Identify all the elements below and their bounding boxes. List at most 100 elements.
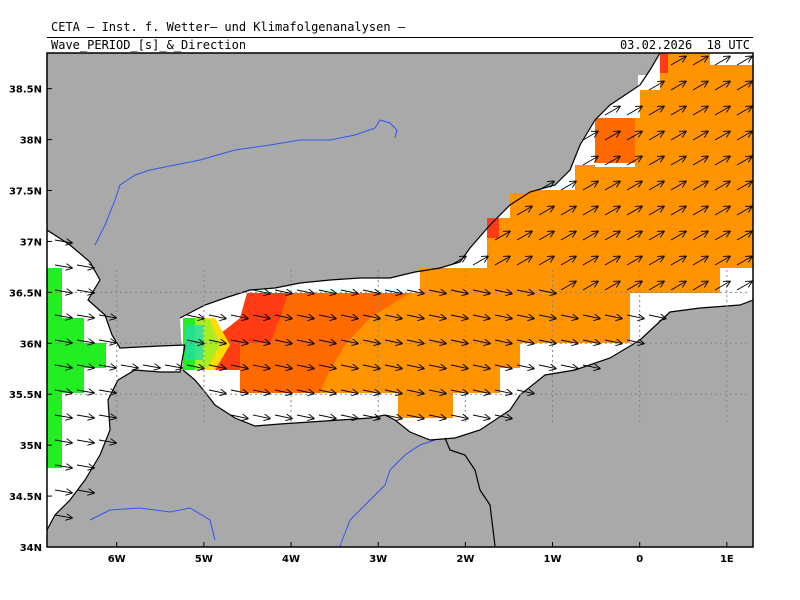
wave-arrow-149 (494, 340, 513, 344)
wave-arrow-198 (516, 390, 535, 394)
wave-arrow-17 (604, 131, 621, 141)
wave-arrow-160 (142, 365, 161, 368)
wave-arrow-82 (54, 290, 73, 293)
wave-arrow-219 (76, 465, 95, 468)
wave-arrow-47 (626, 206, 643, 216)
wave-arrow-14 (714, 106, 731, 116)
wave-arrow-197 (494, 390, 513, 394)
wave-arrow-211 (428, 415, 447, 419)
wave-arrow-174 (450, 365, 469, 369)
wave-arrow-121 (428, 315, 447, 319)
wave-arrow-117 (340, 315, 359, 319)
wave-arrow-5 (670, 81, 687, 91)
institution-title: CETA – Inst. f. Wetter– und Klimafolgena… (51, 20, 406, 34)
wave-arrow-184 (208, 390, 227, 394)
wave-arrow-95 (494, 290, 513, 294)
wave-arrow-171 (384, 365, 403, 369)
wave-arrow-73 (560, 256, 577, 266)
wave-arrow-164 (230, 365, 249, 369)
wave-arrow-90 (384, 290, 403, 294)
wave-arrow-34 (582, 181, 599, 191)
wave-arrow-80 (714, 256, 731, 266)
wave-arrow-175 (472, 365, 491, 369)
wave-arrow-39 (692, 181, 709, 191)
wave-arrow-30 (714, 156, 731, 166)
wave-arrow-221 (76, 490, 95, 493)
wave-arrow-83 (76, 290, 95, 293)
wave-arrow-207 (340, 415, 359, 419)
wave-arrow-21 (692, 131, 709, 141)
wave-arrow-52 (736, 206, 753, 216)
wave-arrow-199 (54, 415, 73, 418)
wave-arrow-45 (582, 206, 599, 216)
wave-arrow-85 (274, 290, 293, 294)
wave-arrow-172 (406, 365, 425, 369)
wave-arrow-53 (54, 240, 73, 243)
wave-arrow-62 (670, 231, 687, 241)
lat-label-7: 35N (20, 441, 42, 452)
wave-arrow-99 (582, 281, 599, 291)
wave-arrow-63 (692, 231, 709, 241)
wave-arrow-185 (230, 390, 249, 394)
wave-arrow-150 (516, 340, 535, 344)
wave-arrow-61 (648, 231, 665, 241)
lat-label-6: 35.5N (9, 390, 42, 401)
wave-arrow-142 (340, 340, 359, 344)
wave-arrow-115 (296, 315, 315, 319)
wave-arrow-3 (736, 56, 753, 66)
wave-arrow-9 (604, 106, 621, 116)
wave-arrow-124 (494, 315, 513, 319)
wave-arrow-139 (274, 340, 293, 344)
wave-period-field (47, 53, 753, 468)
wave-arrow-191 (362, 390, 381, 394)
longitude-labels: 6W 5W 4W 3W 2W 1W 0 1E (108, 542, 734, 565)
wave-arrow-180 (582, 365, 601, 369)
wave-arrow-167 (296, 365, 315, 369)
wave-arrow-141 (318, 340, 337, 344)
wave-arrow-203 (252, 415, 271, 419)
wave-arrow-189 (318, 390, 337, 394)
wave-arrow-188 (296, 390, 315, 394)
wave-arrow-37 (648, 181, 665, 191)
wave-arrow-101 (626, 281, 643, 291)
wave-arrow-194 (428, 390, 447, 394)
wave-arrow-10 (626, 106, 643, 116)
lon-label-4: 2W (456, 554, 474, 565)
wave-arrow-103 (670, 281, 687, 291)
wave-arrow-81 (736, 256, 753, 266)
wave-arrow-217 (98, 440, 117, 443)
wave-arrow-15 (736, 106, 753, 116)
wave-arrow-72 (538, 256, 555, 266)
lon-label-3: 3W (369, 554, 387, 565)
wave-arrow-104 (692, 281, 709, 291)
wave-arrow-158 (98, 365, 117, 368)
wave-arrow-140 (296, 340, 315, 344)
wave-arrow-147 (450, 340, 469, 344)
wave-arrow-113 (252, 315, 271, 319)
datetime-label: 03.02.2026 18 UTC (619, 38, 750, 52)
wave-arrow-26 (626, 156, 643, 166)
wave-arrow-46 (604, 206, 621, 216)
wave-arrow-36 (626, 181, 643, 191)
wave-arrow-38 (670, 181, 687, 191)
lon-label-6: 0 (636, 554, 643, 565)
wave-arrow-13 (692, 106, 709, 116)
wave-arrow-79 (692, 256, 709, 266)
wave-arrow-40 (714, 181, 731, 191)
wave-arrow-125 (516, 315, 535, 319)
wave-arrow-23 (736, 131, 753, 141)
wave-arrow-210 (406, 415, 425, 419)
wave-arrow-48 (648, 206, 665, 216)
wave-arrow-215 (54, 440, 73, 443)
wave-arrow-92 (428, 290, 447, 294)
wave-arrow-24 (582, 156, 599, 166)
wave-arrow-131 (648, 315, 667, 319)
wave-arrow-16 (582, 131, 599, 141)
wave-arrow-102 (648, 281, 665, 291)
wave-arrow-56 (538, 231, 555, 241)
wave-arrow-168 (318, 365, 337, 369)
lat-label-2: 37.5N (9, 187, 42, 198)
wave-arrow-193 (406, 390, 425, 394)
wave-arrow-127 (560, 315, 579, 319)
